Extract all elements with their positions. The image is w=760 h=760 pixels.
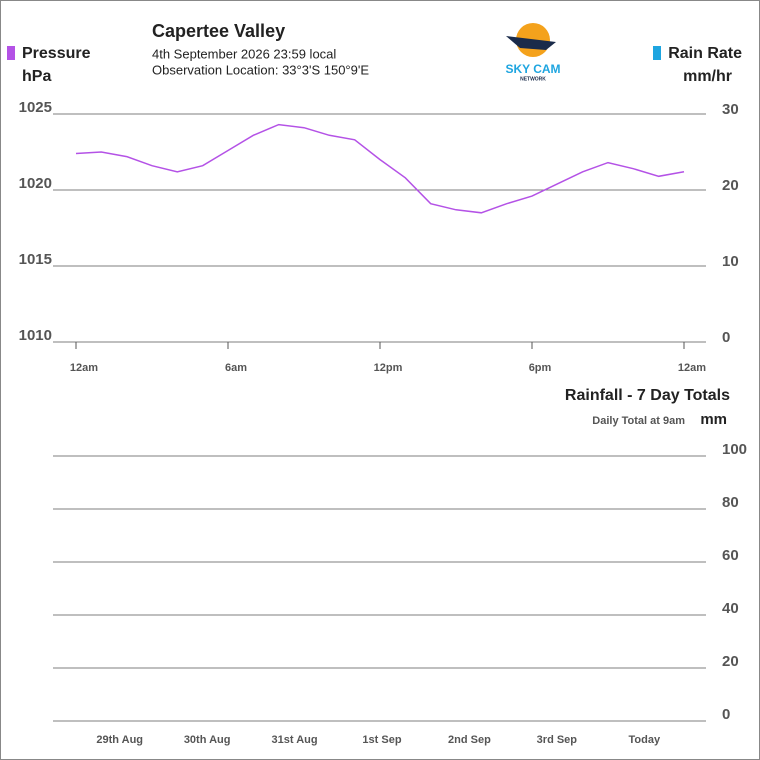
x-tick-label: 3rd Sep bbox=[537, 734, 578, 746]
x-tick-label: 30th Aug bbox=[184, 734, 231, 746]
x-tick-label: 12am bbox=[70, 362, 98, 374]
x-tick-label: 12pm bbox=[374, 362, 403, 374]
y-tick-label: 0 bbox=[722, 706, 730, 723]
logo-title: SKY CAM bbox=[505, 62, 560, 76]
logo: SKY CAM NETWORK bbox=[505, 23, 561, 82]
logo-subtitle: NETWORK bbox=[520, 76, 546, 82]
location: Observation Location: 33°3'S 150°9'E bbox=[152, 62, 369, 77]
y-tick-label: 1020 bbox=[19, 175, 52, 192]
axis-unit: hPa bbox=[22, 68, 51, 85]
y-tick-label: 80 bbox=[722, 494, 739, 511]
x-tick-label: 6pm bbox=[529, 362, 552, 374]
x-tick-label: 6am bbox=[225, 362, 247, 374]
legend-label: Pressure bbox=[22, 45, 91, 62]
y-tick-label: 60 bbox=[722, 547, 739, 564]
y2-tick-label: 20 bbox=[722, 177, 739, 194]
x-tick-label: Today bbox=[628, 734, 660, 746]
y2-tick-label: 0 bbox=[722, 329, 730, 346]
y-tick-label: 1010 bbox=[19, 327, 52, 344]
legend-swatch-y bbox=[7, 46, 15, 60]
x-tick-label: 29th Aug bbox=[96, 734, 143, 746]
y-tick-label: 20 bbox=[722, 653, 739, 670]
y-tick-label: 40 bbox=[722, 600, 739, 617]
station-name: Capertee Valley bbox=[152, 21, 285, 41]
pressure-line bbox=[75, 123, 685, 214]
y2-tick-label: 30 bbox=[722, 101, 739, 118]
x-tick-label: 1st Sep bbox=[362, 734, 401, 746]
axis-unit: mm bbox=[700, 411, 727, 428]
chart-title: Rainfall - 7 Day Totals bbox=[565, 387, 730, 404]
chart-subtitle: Daily Total at 9am bbox=[592, 415, 685, 427]
legend-label: Rain Rate bbox=[668, 45, 742, 62]
y-tick-label: 1025 bbox=[19, 99, 52, 116]
x-tick-label: 12am bbox=[678, 362, 706, 374]
y2-tick-label: 10 bbox=[722, 253, 739, 270]
x-tick-label: 31st Aug bbox=[272, 734, 318, 746]
x-tick-label: 2nd Sep bbox=[448, 734, 491, 746]
y-tick-label: 100 bbox=[722, 441, 747, 458]
datetime: 4th September 2026 23:59 local bbox=[152, 46, 336, 61]
y-tick-label: 1015 bbox=[19, 251, 52, 268]
logo-plane bbox=[506, 36, 556, 50]
legend-swatch-y2 bbox=[653, 46, 661, 60]
axis-unit: mm/hr bbox=[683, 68, 732, 85]
